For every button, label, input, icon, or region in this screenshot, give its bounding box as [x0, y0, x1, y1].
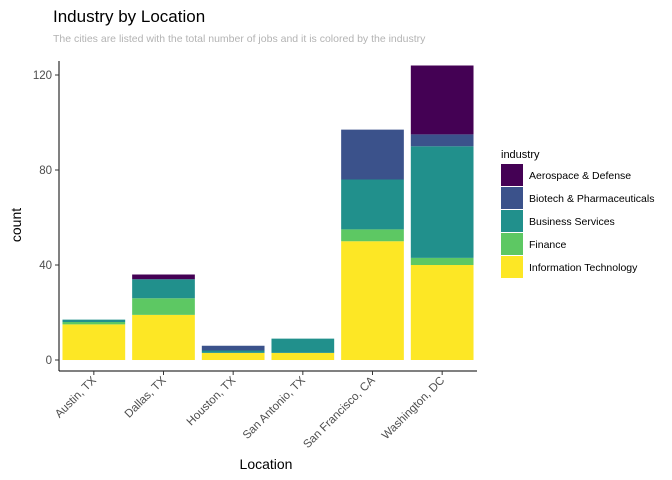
bar-dallas-tx-information-technology [132, 314, 195, 361]
y-tick-label: 40 [39, 260, 52, 272]
legend: industry Aerospace & Defense Biotech & Ph… [501, 149, 654, 278]
legend-key-aerospace-defense [501, 164, 523, 186]
legend-key-information-technology [501, 256, 523, 278]
x-tick-label: Austin, TX [53, 374, 99, 420]
legend-key-biotech-pharmaceuticals [501, 187, 523, 209]
x-ticks-group: Austin, TX Dallas, TX Houston, TX San Anton… [53, 371, 447, 451]
bar-washington-dc-business-services [410, 146, 474, 258]
x-tick-label: Houston, TX [185, 374, 239, 428]
bars-group [62, 65, 474, 361]
y-tick-label: 0 [46, 355, 52, 367]
bar-san-antonio-tx-business-services [271, 338, 335, 353]
x-tick-label: San Antonio, TX [241, 374, 308, 441]
x-tick-label: Washington, DC [380, 375, 447, 442]
x-tick-label: Dallas, TX [123, 374, 169, 420]
x-tick-label: San Francisco, CA [301, 374, 378, 451]
y-ticks-group: 0 40 80 120 [33, 70, 59, 367]
bar-san-francisco-ca-business-services [341, 179, 404, 230]
bar-washington-dc-aerospace-defense [410, 65, 474, 135]
bar-washington-dc-information-technology [410, 265, 474, 360]
bar-san-francisco-ca-finance [341, 229, 404, 242]
bar-dallas-tx-finance [132, 298, 195, 315]
y-axis-title: count [8, 208, 24, 242]
bar-austin-tx-information-technology [62, 324, 126, 361]
legend-key-finance [501, 233, 523, 255]
y-tick-label: 80 [39, 165, 52, 177]
bar-san-antonio-tx-information-technology [271, 352, 335, 361]
x-axis-title: Location [240, 456, 293, 472]
bar-austin-tx-business-services [62, 319, 126, 323]
legend-key-business-services [501, 210, 523, 232]
legend-label: Aerospace & Defense [529, 170, 631, 182]
bar-houston-tx-information-technology [201, 352, 265, 361]
bar-san-francisco-ca-information-technology [341, 241, 404, 360]
chart-title: Industry by Location [53, 7, 205, 26]
bar-houston-tx-biotech-pharmaceuticals [201, 345, 265, 351]
bar-washington-dc-finance [410, 257, 474, 266]
bar-dallas-tx-business-services [132, 279, 195, 299]
legend-label: Information Technology [529, 262, 638, 274]
y-tick-label: 120 [33, 70, 52, 82]
legend-label: Business Services [529, 216, 615, 228]
bar-san-francisco-ca-biotech-pharmaceuticals [341, 129, 404, 180]
bar-austin-tx-finance [62, 322, 126, 325]
legend-label: Biotech & Pharmaceuticals [529, 193, 654, 205]
bar-houston-tx-business-services [201, 350, 265, 353]
legend-label: Finance [529, 239, 567, 251]
bar-washington-dc-biotech-pharmaceuticals [410, 134, 474, 147]
legend-title: industry [501, 149, 540, 161]
chart-subtitle: The cities are listed with the total num… [53, 33, 426, 45]
bar-dallas-tx-aerospace-defense [132, 274, 195, 280]
